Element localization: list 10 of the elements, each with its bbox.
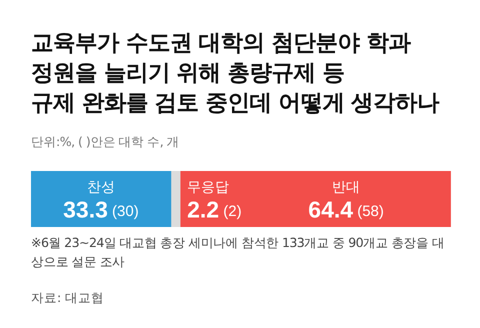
series-label: 무응답 (187, 180, 230, 196)
chart-title: 교육부가 수도권 대학의 첨단분야 학과 정원을 늘리기 위해 총량규제 등 규제 완화를 검토 중인데 어떻게 생각하나 (31, 29, 440, 118)
text: 자료: 대교협 (31, 290, 104, 307)
chart-subtitle: 단위:%, ( )안은 대학 수, 개 (31, 134, 180, 151)
data-label: 33.3 (30) (63, 196, 139, 222)
data-label: 64.4 (58) (308, 196, 384, 222)
series-label: 찬성 (86, 180, 115, 196)
series-label: 반대 (332, 180, 360, 196)
text: ※6월 23~24일 대교협 총장 세미나에 참석한 133개교 중 90개교 총장을 대상으로 설문 조사 (31, 234, 446, 271)
data-label: 2.2 (2) (187, 196, 242, 222)
